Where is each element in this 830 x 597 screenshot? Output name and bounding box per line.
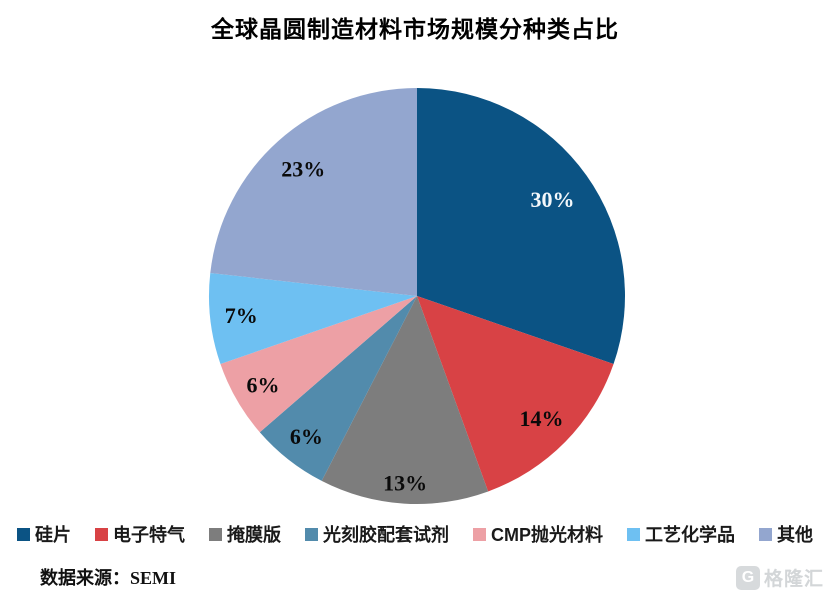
legend-swatch-icon — [473, 527, 486, 541]
legend-swatch-icon — [209, 527, 222, 541]
legend-label: 电子特气 — [113, 525, 185, 545]
legend-item-photomask: 掩膜版 — [209, 521, 281, 547]
pie-slice-silicon-wafer — [417, 88, 625, 365]
pie-label-electronic-specialty-gas: 14% — [520, 406, 564, 431]
pie-slice-photomask — [321, 296, 489, 505]
pie-slice-electronic-specialty-gas — [417, 296, 614, 492]
chart-title: 全球晶圆制造材料市场规模分种类占比 — [211, 16, 619, 42]
pie-chart-svg: 30% 14% 13% 6% 6% 7% 23% — [208, 88, 625, 505]
legend-item-process-chemicals: 工艺化学品 — [627, 521, 735, 547]
legend-item-electronic-specialty-gas: 电子特气 — [95, 521, 185, 547]
pie-label-silicon-wafer: 30% — [531, 187, 575, 212]
pie-slice-others — [210, 88, 417, 296]
pie-chart: 30% 14% 13% 6% 6% 7% 23% — [208, 87, 626, 505]
legend-swatch-icon — [95, 527, 108, 541]
watermark-text: 格隆汇 — [763, 569, 824, 590]
legend-label: 硅片 — [35, 525, 71, 545]
pie-label-others: 23% — [281, 156, 325, 181]
pie-label-photoresist-ancillary-reagents: 6% — [290, 424, 323, 449]
pie-slice-process-chemicals — [208, 272, 417, 365]
legend-label: 其他 — [777, 525, 813, 545]
legend-item-silicon-wafer: 硅片 — [17, 521, 71, 547]
legend-item-others: 其他 — [759, 521, 813, 547]
legend: 硅片 电子特气 掩膜版 光刻胶配套试剂 CMP抛光材料 工艺化学品 其他 — [0, 521, 830, 547]
legend-label: CMP抛光材料 — [491, 525, 603, 545]
pie-slice-photoresist-ancillary-reagents — [259, 296, 417, 481]
pie-label-photomask: 13% — [383, 470, 427, 495]
gelonghui-logo-icon: G — [735, 565, 760, 590]
watermark: G 格隆汇 — [735, 564, 824, 591]
legend-swatch-icon — [305, 527, 318, 541]
legend-label: 光刻胶配套试剂 — [323, 525, 449, 545]
legend-item-photoresist-ancillary-reagents: 光刻胶配套试剂 — [305, 521, 449, 547]
legend-swatch-icon — [17, 527, 30, 541]
pie-label-process-chemicals: 7% — [225, 303, 258, 328]
pie-label-cmp-polishing-materials: 6% — [247, 372, 280, 397]
source-note: 数据来源：SEMI — [40, 568, 177, 588]
pie-slice-cmp-polishing-materials — [220, 296, 417, 433]
legend-label: 工艺化学品 — [645, 525, 735, 545]
legend-item-cmp-polishing-materials: CMP抛光材料 — [473, 521, 603, 547]
legend-label: 掩膜版 — [227, 525, 281, 545]
legend-swatch-icon — [759, 527, 772, 541]
legend-swatch-icon — [627, 527, 640, 541]
